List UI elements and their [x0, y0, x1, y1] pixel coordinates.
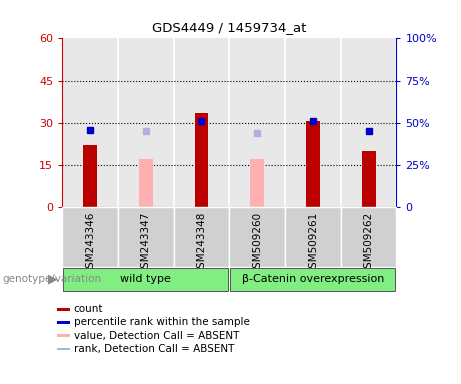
Bar: [174, 207, 229, 267]
Text: GSM243346: GSM243346: [85, 212, 95, 275]
Text: GSM509261: GSM509261: [308, 212, 318, 275]
Text: GSM243348: GSM243348: [196, 212, 207, 275]
Bar: [195, 113, 208, 207]
Text: GSM509260: GSM509260: [252, 212, 262, 275]
Bar: [57, 321, 71, 324]
Bar: [139, 159, 153, 207]
Bar: [306, 121, 320, 207]
Text: GDS4449 / 1459734_at: GDS4449 / 1459734_at: [152, 21, 307, 34]
Text: GSM243347: GSM243347: [141, 212, 151, 275]
Text: value, Detection Call = ABSENT: value, Detection Call = ABSENT: [74, 331, 239, 341]
Bar: [285, 207, 341, 267]
Text: ▶: ▶: [48, 272, 58, 285]
Bar: [57, 308, 71, 311]
Bar: [57, 334, 71, 337]
Bar: [83, 146, 97, 207]
Text: β-Catenin overexpression: β-Catenin overexpression: [242, 274, 384, 284]
Text: count: count: [74, 304, 103, 314]
Bar: [63, 268, 228, 291]
Bar: [229, 207, 285, 267]
Text: wild type: wild type: [120, 274, 171, 284]
Bar: [57, 348, 71, 351]
Bar: [62, 207, 118, 267]
Text: rank, Detection Call = ABSENT: rank, Detection Call = ABSENT: [74, 344, 234, 354]
Bar: [250, 159, 264, 207]
Bar: [230, 268, 396, 291]
Text: percentile rank within the sample: percentile rank within the sample: [74, 318, 250, 328]
Bar: [361, 151, 376, 207]
Bar: [118, 207, 174, 267]
Text: genotype/variation: genotype/variation: [2, 274, 101, 284]
Text: GSM509262: GSM509262: [364, 212, 373, 275]
Bar: [341, 207, 396, 267]
